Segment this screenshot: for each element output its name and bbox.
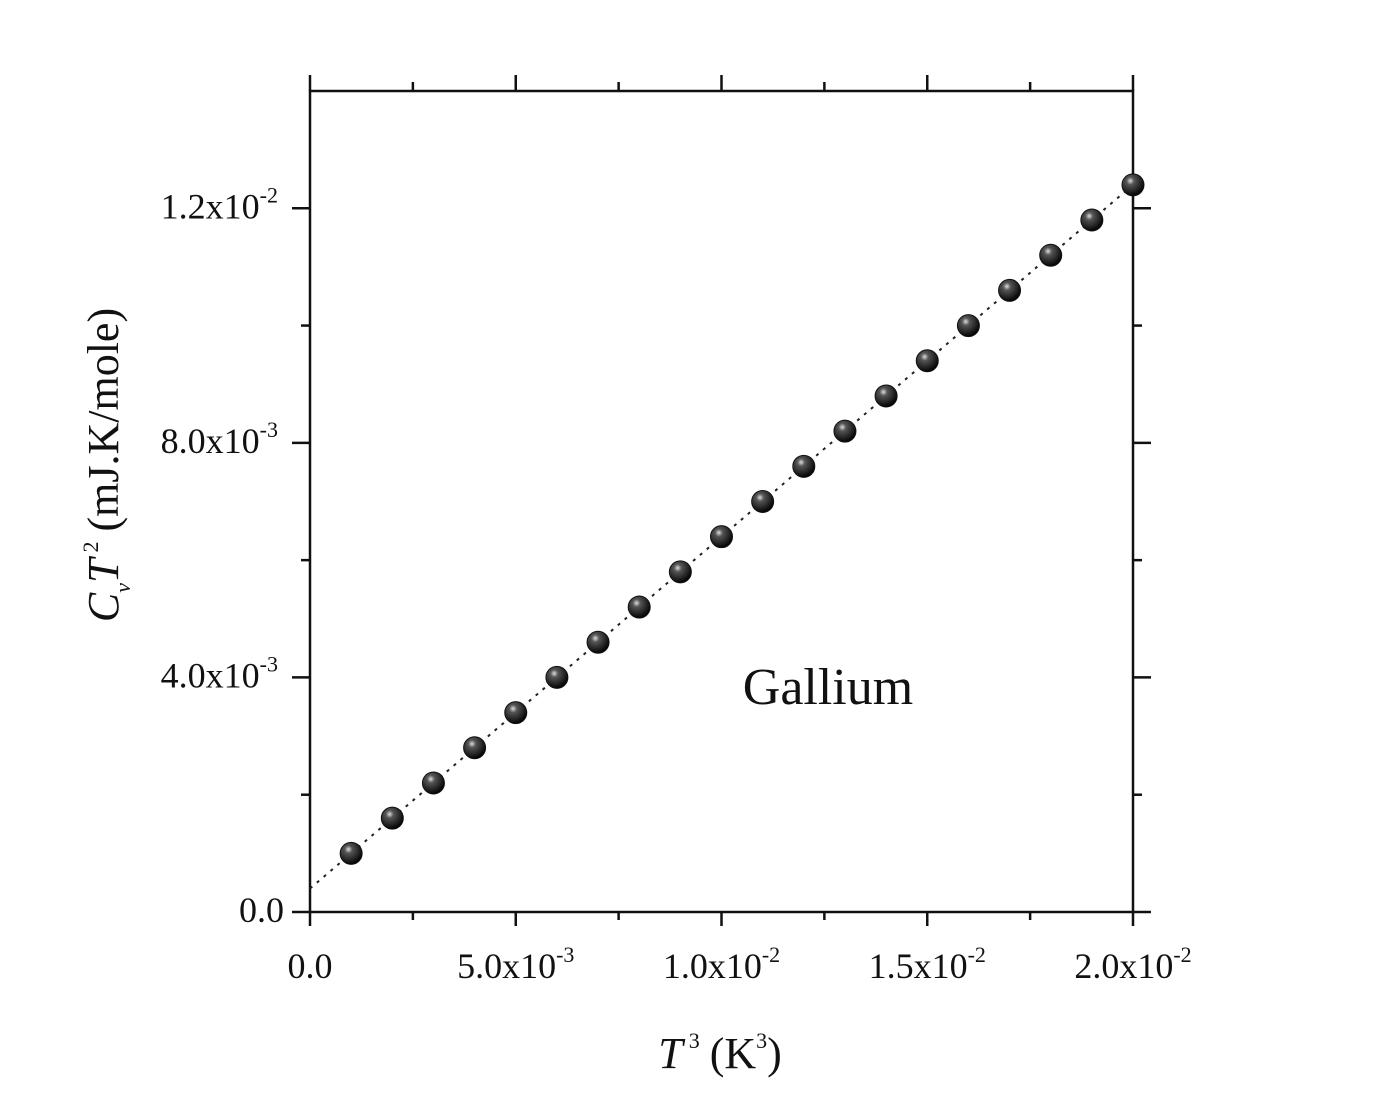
tick-label: 0.0: [288, 946, 333, 986]
tick-label: 1.2x10-2: [161, 182, 278, 226]
tick-label-text: 1.2x10: [161, 186, 260, 226]
tick-label-exponent: -3: [260, 651, 278, 676]
data-point: [998, 278, 1022, 302]
annotation: Gallium: [743, 659, 913, 716]
data-point: [545, 665, 569, 689]
tick-label-text: 4.0x10: [161, 655, 260, 695]
data-point: [504, 701, 528, 725]
data-point: [421, 771, 445, 795]
data-point: [668, 560, 692, 584]
tick-label-exponent: -2: [968, 942, 986, 967]
data-point: [751, 490, 775, 513]
tick-label-text: 0.0: [288, 946, 333, 986]
x-axis-label: T 3 (K3): [658, 1028, 782, 1078]
tick-label-exponent: -2: [762, 942, 780, 967]
tick-label-exponent: -2: [1173, 942, 1191, 967]
tick-label: 2.0x10-2: [1074, 942, 1191, 986]
tick-label-exponent: -3: [260, 417, 278, 442]
tick-label-exponent: -2: [260, 182, 278, 207]
data-point: [915, 349, 939, 373]
data-point: [463, 736, 487, 760]
tick-label: 8.0x10-3: [161, 417, 278, 461]
tick-label: 4.0x10-3: [161, 651, 278, 695]
tick-label-text: 1.5x10: [869, 946, 968, 986]
data-point: [627, 595, 651, 619]
data-point: [874, 384, 898, 408]
data-point: [339, 841, 363, 865]
tick-label: 0.0: [239, 890, 284, 930]
data-point: [792, 454, 816, 478]
tick-label-text: 0.0: [239, 890, 284, 930]
data-point: [1039, 243, 1063, 267]
data-point: [586, 630, 610, 654]
data-point: [380, 806, 404, 830]
data-point: [1121, 173, 1145, 197]
data-point: [710, 525, 733, 549]
y-axis-label: CvT2(mJ.K/mole): [78, 308, 135, 622]
tick-label-exponent: -3: [556, 942, 574, 967]
tick-label-text: 8.0x10: [161, 421, 260, 461]
tick-label: 1.5x10-2: [869, 942, 986, 986]
data-point: [833, 419, 857, 443]
tick-label-text: 5.0x10: [457, 946, 556, 986]
data-point: [1080, 208, 1104, 232]
tick-label: 5.0x10-3: [457, 942, 574, 986]
tick-label-text: 2.0x10: [1074, 946, 1173, 986]
tick-label: 1.0x10-2: [663, 942, 780, 986]
tick-label-text: 1.0x10: [663, 946, 762, 986]
data-point: [956, 314, 980, 338]
